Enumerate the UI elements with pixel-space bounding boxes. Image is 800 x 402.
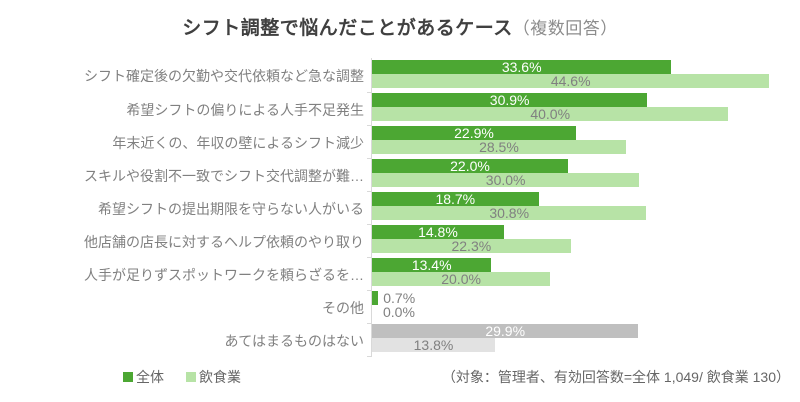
chart-row: 年末近くの、年収の壁によるシフト減少 22.9% 28.5% bbox=[8, 126, 789, 159]
category-label: 希望シフトの偏りによる人手不足発生 bbox=[126, 101, 364, 118]
bar-inshokugyo: 30.8% bbox=[372, 205, 647, 221]
bar-line: 18.7% bbox=[372, 192, 788, 206]
chart-row: 人手が足りずスポットワークを頼らざるを… 13.4% 20.0% bbox=[8, 258, 789, 291]
bar-line: 22.0% bbox=[372, 159, 788, 173]
legend-swatch-inshokugyo-icon bbox=[186, 372, 196, 382]
bar-inshokugyo: 30.0% bbox=[372, 172, 640, 188]
bar-zentai: 13.4% bbox=[372, 257, 492, 273]
bar-value-label: 28.5% bbox=[479, 139, 519, 155]
category-label: 年末近くの、年収の壁によるシフト減少 bbox=[112, 134, 364, 151]
bar-value-label: 29.9% bbox=[485, 323, 526, 339]
chart-row: 他店舗の店長に対するヘルプ依頼のやり取り 14.8% 22.3% bbox=[8, 225, 789, 258]
chart-row: シフト確定後の欠勤や交代依頼など急な調整 33.6% 44.6% bbox=[8, 58, 789, 93]
bar-value-label: 30.9% bbox=[489, 92, 530, 108]
plot-area: シフト確定後の欠勤や交代依頼など急な調整 33.6% 44.6% 希望シフトの偏りによ… bbox=[8, 58, 789, 357]
bar-zentai: 30.9% bbox=[372, 92, 648, 108]
footnote: （対象：管理者、有効回答数=全体 1,049/ 飲食業 130） bbox=[441, 369, 790, 385]
chart-row: 希望シフトの偏りによる人手不足発生 30.9% 40.0% bbox=[8, 93, 789, 126]
chart-row: あてはまるものはない 29.9% 13.8% bbox=[8, 324, 789, 357]
bar-line: 0.7% bbox=[372, 291, 788, 305]
chart-title-main: シフト調整で悩んだことがあるケース bbox=[182, 18, 513, 39]
bar-value-label: 40.0% bbox=[530, 106, 571, 122]
bar-value-label: 20.0% bbox=[441, 271, 481, 287]
bar-group: 29.9% 13.8% bbox=[367, 324, 788, 357]
bar-group: 30.9% 40.0% bbox=[367, 93, 788, 126]
category-label: 人手が足りずスポットワークを頼らざるを… bbox=[84, 266, 364, 283]
bar-zentai: 29.9% bbox=[372, 323, 639, 339]
chart-title: シフト調整で悩んだことがあるケース（複数回答） bbox=[0, 13, 800, 40]
bar-line: 44.6% bbox=[372, 74, 788, 88]
bar-line: 0.0% bbox=[372, 305, 788, 319]
bar-line: 20.0% bbox=[372, 272, 788, 286]
bar-value-label: 22.3% bbox=[451, 238, 492, 254]
legend-item-zentai: 全体 bbox=[123, 367, 164, 387]
bar-value-label: 0.7% bbox=[383, 290, 416, 306]
legend-label-zentai: 全体 bbox=[136, 369, 164, 385]
bar-group: 33.6% 44.6% bbox=[367, 58, 788, 93]
bar-value-label: 22.0% bbox=[450, 158, 490, 174]
bar-line: 30.9% bbox=[372, 93, 788, 107]
bar-line: 22.3% bbox=[372, 239, 788, 253]
chart-row: スキルや役割不一致でシフト交代調整が難… 22.0% 30.0% bbox=[8, 159, 789, 192]
bar-line: 30.0% bbox=[372, 173, 788, 187]
category-label: シフト確定後の欠勤や交代依頼など急な調整 bbox=[84, 67, 364, 84]
bar-group: 22.9% 28.5% bbox=[367, 126, 788, 159]
bar-zentai: 22.0% bbox=[372, 159, 568, 173]
bar-zentai: 18.7% bbox=[372, 192, 539, 206]
bar-value-label: 0.0% bbox=[383, 304, 415, 320]
bar-group: 14.8% 22.3% bbox=[367, 225, 788, 258]
category-label: 希望シフトの提出期限を守らない人がいる bbox=[98, 200, 364, 217]
bar-inshokugyo: 28.5% bbox=[372, 140, 626, 154]
bar-zentai: 22.9% bbox=[372, 126, 576, 140]
chart-row: その他 0.7% 0.0% bbox=[8, 291, 789, 324]
bar-zentai: 33.6% bbox=[372, 59, 672, 75]
bar-group: 0.7% 0.0% bbox=[367, 291, 788, 324]
bar-line: 28.5% bbox=[372, 140, 788, 154]
bar-line: 29.9% bbox=[372, 324, 788, 338]
bar-group: 18.7% 30.8% bbox=[367, 192, 788, 225]
chart-footer: 全体 飲食業 （対象：管理者、有効回答数=全体 1,049/ 飲食業 130） bbox=[123, 367, 790, 387]
legend: 全体 飲食業 bbox=[123, 367, 241, 387]
chart-title-suffix: （複数回答） bbox=[512, 19, 618, 38]
bar-value-label: 13.4% bbox=[411, 257, 452, 273]
bar-value-label: 13.8% bbox=[413, 337, 454, 353]
bar-inshokugyo: 13.8% bbox=[372, 338, 495, 352]
chart-row: 希望シフトの提出期限を守らない人がいる 18.7% 30.8% bbox=[8, 192, 789, 225]
bar-inshokugyo: 40.0% bbox=[372, 106, 729, 122]
bar-value-label: 18.7% bbox=[435, 191, 476, 207]
bar-inshokugyo: 22.3% bbox=[372, 239, 571, 253]
bar-inshokugyo: 20.0% bbox=[372, 271, 551, 287]
legend-label-inshokugyo: 飲食業 bbox=[199, 369, 241, 385]
bar-value-label: 30.0% bbox=[485, 172, 526, 188]
bar-line: 22.9% bbox=[372, 126, 788, 140]
category-label: スキルや役割不一致でシフト交代調整が難… bbox=[84, 167, 364, 184]
bar-line: 30.8% bbox=[372, 206, 788, 220]
bar-zentai: 14.8% bbox=[372, 225, 504, 239]
bar-zentai bbox=[372, 291, 379, 305]
bar-line: 13.8% bbox=[372, 338, 788, 352]
bar-group: 22.0% 30.0% bbox=[367, 159, 788, 192]
bar-inshokugyo: 44.6% bbox=[372, 73, 770, 89]
bar-value-label: 22.9% bbox=[454, 125, 494, 141]
bar-value-label: 14.8% bbox=[418, 224, 458, 240]
bar-line: 13.4% bbox=[372, 258, 788, 272]
bar-line: 14.8% bbox=[372, 225, 788, 239]
bar-value-label: 44.6% bbox=[550, 73, 591, 89]
bar-value-label: 30.8% bbox=[489, 205, 530, 221]
bar-value-label: 33.6% bbox=[501, 59, 542, 75]
bar-group: 13.4% 20.0% bbox=[367, 258, 788, 291]
bar-line: 40.0% bbox=[372, 107, 788, 121]
legend-item-inshokugyo: 飲食業 bbox=[186, 367, 241, 387]
category-label: 他店舗の店長に対するヘルプ依頼のやり取り bbox=[84, 233, 364, 250]
category-label: その他 bbox=[322, 299, 364, 316]
legend-swatch-zentai-icon bbox=[123, 372, 133, 382]
bar-line: 33.6% bbox=[372, 60, 788, 74]
category-label: あてはまるものはない bbox=[224, 332, 364, 349]
